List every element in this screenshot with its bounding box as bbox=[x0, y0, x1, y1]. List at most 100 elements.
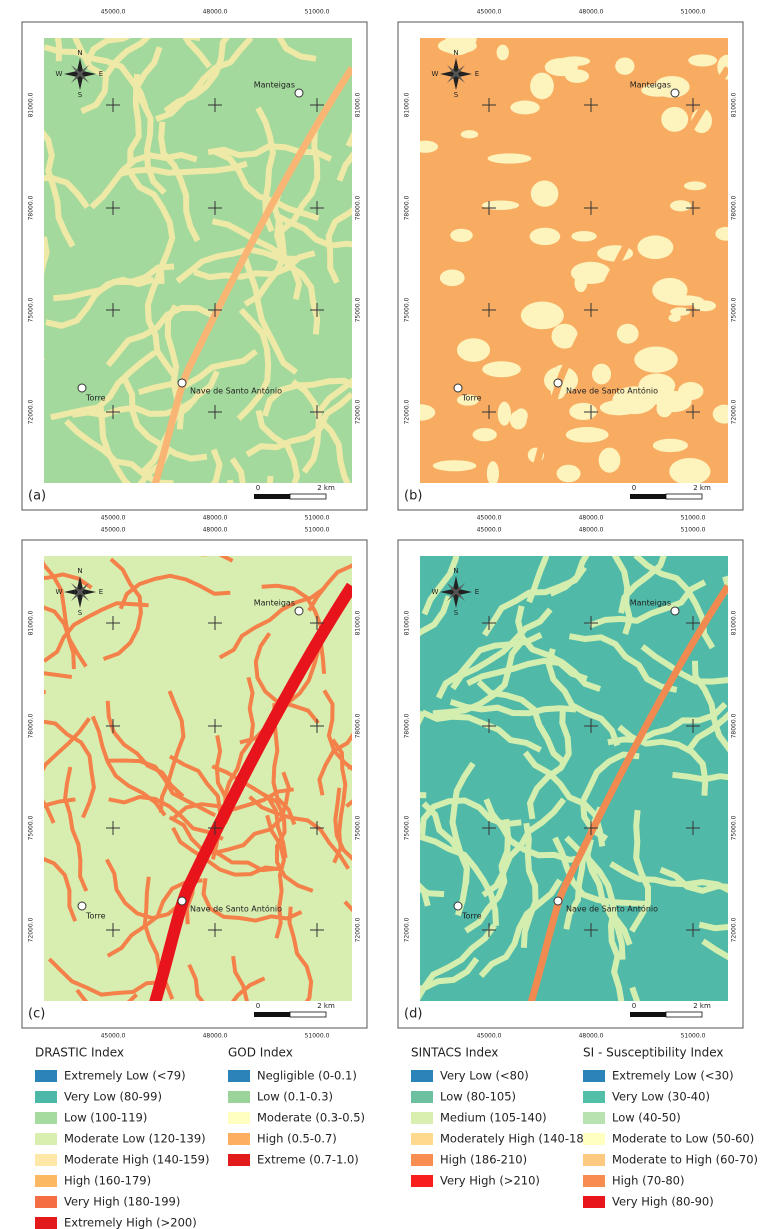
legend-swatch bbox=[35, 1112, 57, 1124]
place-marker bbox=[554, 379, 562, 387]
legend-swatch bbox=[228, 1133, 250, 1145]
scale-bar bbox=[666, 1012, 702, 1017]
x-coordinate: 51000.0 bbox=[305, 9, 330, 16]
legend-swatch bbox=[35, 1175, 57, 1187]
legend-swatch bbox=[35, 1091, 57, 1103]
map-patch bbox=[688, 54, 717, 66]
y-coordinate: 72000.0 bbox=[355, 917, 362, 942]
legend-label: Very High (80-90) bbox=[612, 1195, 714, 1209]
map-patch bbox=[433, 460, 477, 471]
place-marker bbox=[178, 379, 186, 387]
map-panel: 45000.045000.048000.048000.051000.051000… bbox=[398, 9, 743, 522]
map-patch bbox=[661, 107, 688, 132]
y-coordinate: 81000.0 bbox=[404, 610, 411, 635]
legend-swatch bbox=[411, 1112, 433, 1124]
legend-label: Moderately High (140-186) bbox=[440, 1132, 595, 1146]
legend-swatch bbox=[411, 1175, 433, 1187]
place-marker bbox=[671, 607, 679, 615]
west-label: W bbox=[56, 70, 63, 78]
place-label: Manteigas bbox=[254, 81, 295, 90]
legend-swatch bbox=[411, 1133, 433, 1145]
legend-label: Very Low (30-40) bbox=[612, 1090, 710, 1104]
place-marker bbox=[178, 897, 186, 905]
east-label: E bbox=[475, 70, 479, 78]
place-label: Torre bbox=[85, 912, 106, 921]
map-panel: 45000.045000.048000.048000.051000.051000… bbox=[305, 478, 760, 1094]
north-label: N bbox=[77, 567, 82, 575]
place-label: Nave de Santo António bbox=[190, 904, 282, 914]
panel-label: (c) bbox=[28, 1007, 45, 1022]
x-coordinate: 51000.0 bbox=[681, 527, 706, 534]
y-coordinate: 78000.0 bbox=[28, 713, 35, 738]
y-coordinate: 75000.0 bbox=[355, 815, 362, 840]
y-coordinate: 72000.0 bbox=[404, 917, 411, 942]
scale-start: 0 bbox=[632, 484, 636, 492]
map-patch bbox=[571, 231, 596, 242]
x-coordinate: 45000.0 bbox=[477, 515, 502, 522]
legend-swatch bbox=[228, 1091, 250, 1103]
north-label: N bbox=[453, 49, 458, 57]
legend-label: Very Low (80-99) bbox=[64, 1090, 162, 1104]
place-marker bbox=[454, 902, 462, 910]
x-coordinate: 48000.0 bbox=[579, 1033, 604, 1040]
y-coordinate: 75000.0 bbox=[355, 297, 362, 322]
place-label: Manteigas bbox=[630, 81, 671, 90]
map-patch bbox=[566, 427, 609, 442]
map-patch bbox=[473, 428, 497, 441]
west-label: W bbox=[432, 588, 439, 596]
place-marker bbox=[454, 384, 462, 392]
figure: 45000.0 45000.0 48000.0 48000.0 51000.0 51000… bbox=[0, 0, 760, 1229]
legend-label: High (160-179) bbox=[64, 1174, 151, 1188]
x-coordinate: 45000.0 bbox=[477, 1033, 502, 1040]
legend-swatch bbox=[411, 1154, 433, 1166]
map-patch bbox=[488, 153, 532, 163]
legend-swatch bbox=[583, 1175, 605, 1187]
north-label: N bbox=[453, 567, 458, 575]
east-label: E bbox=[99, 588, 103, 596]
north-label: N bbox=[77, 49, 82, 57]
map-patch bbox=[461, 130, 478, 138]
x-coordinate: 45000.0 bbox=[101, 1033, 126, 1040]
legend-label: Moderate (0.3-0.5) bbox=[257, 1111, 365, 1125]
legend-label: Moderate to High (60-70) bbox=[612, 1153, 758, 1167]
map-patch bbox=[599, 448, 621, 473]
map-patch bbox=[440, 270, 465, 287]
west-label: W bbox=[56, 588, 63, 596]
map-panel: 45000.045000.048000.048000.051000.051000… bbox=[0, 0, 450, 590]
y-coordinate: 72000.0 bbox=[731, 399, 738, 424]
y-coordinate: 81000.0 bbox=[28, 92, 35, 117]
x-coordinate: 45000.0 bbox=[101, 527, 126, 534]
y-coordinate: 75000.0 bbox=[404, 815, 411, 840]
y-coordinate: 75000.0 bbox=[404, 297, 411, 322]
legend-swatch bbox=[228, 1112, 250, 1124]
scale-start: 0 bbox=[256, 484, 260, 492]
scale-bar bbox=[254, 494, 290, 499]
page: 45000.0 45000.0 48000.0 48000.0 51000.0 51000… bbox=[0, 0, 760, 1229]
y-coordinate: 72000.0 bbox=[355, 399, 362, 424]
x-coordinate: 51000.0 bbox=[681, 9, 706, 16]
y-coordinate: 81000.0 bbox=[731, 92, 738, 117]
legend: SI - Susceptibility IndexExtremely Low (… bbox=[583, 1046, 758, 1209]
legend: GOD IndexNegligible (0-0.1)Low (0.1-0.3)… bbox=[228, 1046, 365, 1167]
scale-bar bbox=[254, 1012, 290, 1017]
legend-swatch bbox=[35, 1070, 57, 1082]
y-coordinate: 81000.0 bbox=[355, 92, 362, 117]
legend-swatch bbox=[583, 1154, 605, 1166]
east-label: E bbox=[475, 588, 479, 596]
x-coordinate: 48000.0 bbox=[579, 527, 604, 534]
place-label: Torre bbox=[85, 394, 106, 403]
legend: DRASTIC IndexExtremely Low (<79)Very Low… bbox=[35, 1046, 209, 1229]
south-label: S bbox=[78, 609, 83, 617]
west-label: W bbox=[432, 70, 439, 78]
legend-label: Medium (105-140) bbox=[440, 1111, 547, 1125]
legend-swatch bbox=[35, 1133, 57, 1145]
legend-title: SI - Susceptibility Index bbox=[583, 1046, 724, 1060]
y-coordinate: 81000.0 bbox=[731, 610, 738, 635]
y-coordinate: 78000.0 bbox=[731, 195, 738, 220]
legend-swatch bbox=[583, 1196, 605, 1208]
y-coordinate: 78000.0 bbox=[404, 713, 411, 738]
map-patch bbox=[450, 229, 473, 242]
legend-label: Very High (>210) bbox=[440, 1174, 540, 1188]
scale-end: 2 km bbox=[317, 1002, 335, 1010]
